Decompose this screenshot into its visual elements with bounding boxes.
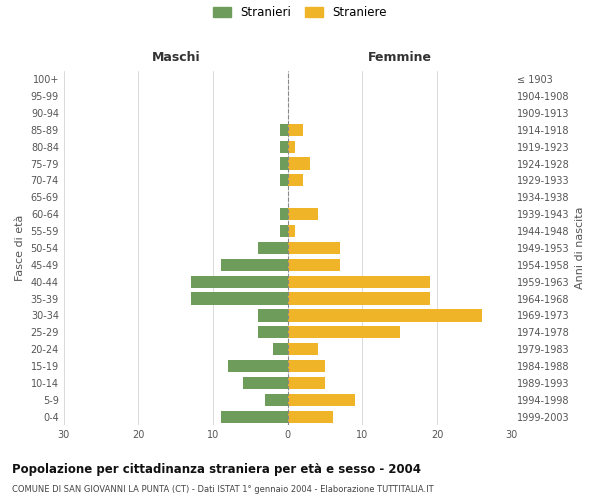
Bar [273,343,288,355]
Bar [280,124,288,136]
Bar [221,258,288,271]
Bar [288,310,482,322]
Bar [280,174,288,186]
Bar [280,158,288,170]
Bar [288,343,317,355]
Bar [288,292,430,304]
Bar [288,377,325,389]
Bar [258,326,288,338]
Bar [288,242,340,254]
Bar [243,377,288,389]
Bar [228,360,288,372]
Y-axis label: Anni di nascita: Anni di nascita [575,206,585,289]
Bar [288,174,303,186]
Bar [288,140,295,152]
Bar [288,326,400,338]
Bar [280,208,288,220]
Bar [191,276,288,288]
Bar [221,410,288,423]
Bar [288,124,303,136]
Bar [288,208,317,220]
Text: COMUNE DI SAN GIOVANNI LA PUNTA (CT) - Dati ISTAT 1° gennaio 2004 - Elaborazione: COMUNE DI SAN GIOVANNI LA PUNTA (CT) - D… [12,485,434,494]
Bar [288,360,325,372]
Bar [288,225,295,237]
Bar [265,394,288,406]
Bar [280,225,288,237]
Bar [288,158,310,170]
Bar [288,276,430,288]
Bar [191,292,288,304]
Legend: Stranieri, Straniere: Stranieri, Straniere [213,6,387,19]
Text: Popolazione per cittadinanza straniera per età e sesso - 2004: Popolazione per cittadinanza straniera p… [12,462,421,475]
Bar [288,410,332,423]
Text: Femmine: Femmine [368,50,432,64]
Bar [258,310,288,322]
Bar [280,140,288,152]
Text: Maschi: Maschi [151,50,200,64]
Bar [258,242,288,254]
Bar [288,258,340,271]
Bar [288,394,355,406]
Y-axis label: Fasce di età: Fasce di età [15,214,25,281]
